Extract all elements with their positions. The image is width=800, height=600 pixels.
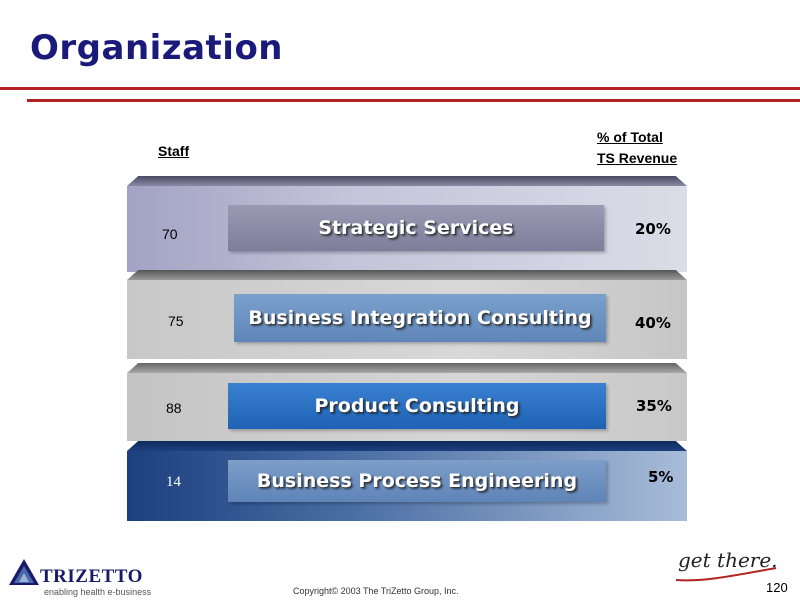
revenue-product-consulting: 35%: [636, 397, 672, 415]
copyright-text: Copyright© 2003 The TriZetto Group, Inc.: [293, 586, 459, 596]
page-title: Organization: [30, 28, 284, 68]
staff-product-consulting: 88: [166, 400, 182, 416]
trizetto-logo-icon: [8, 558, 40, 590]
staff-strategic-services: 70: [162, 226, 178, 242]
slogan-text: get there.: [678, 548, 778, 572]
bar-product-consulting: Product Consulting: [228, 383, 606, 429]
layer-bevel-process: [127, 441, 687, 451]
title-rule-bottom: [27, 99, 800, 102]
revenue-strategic-services: 20%: [635, 220, 671, 238]
title-rule-top: [0, 87, 800, 90]
logo-wordmark: TRIZETTO: [40, 566, 143, 587]
revenue-header-line2: TS Revenue: [597, 150, 678, 166]
logo-tagline: enabling health e-business: [44, 587, 152, 597]
get-there-slogan: get there.: [672, 548, 782, 592]
revenue-business-process: 5%: [648, 468, 674, 486]
bar-strategic-services: Strategic Services: [228, 205, 604, 251]
revenue-business-integration: 40%: [635, 314, 671, 332]
page-number: 120: [766, 580, 788, 595]
layer-bevel-product: [127, 363, 687, 373]
staff-header: Staff: [158, 143, 190, 159]
layer-bevel-integration: [127, 270, 687, 280]
staff-business-process: 14: [166, 474, 181, 490]
staff-business-integration: 75: [168, 313, 184, 329]
layer-bevel-strategic: [127, 176, 687, 186]
bar-business-integration: Business Integration Consulting: [234, 294, 606, 342]
revenue-header-line1: % of Total: [597, 129, 663, 145]
bar-business-process: Business Process Engineering: [228, 460, 606, 502]
